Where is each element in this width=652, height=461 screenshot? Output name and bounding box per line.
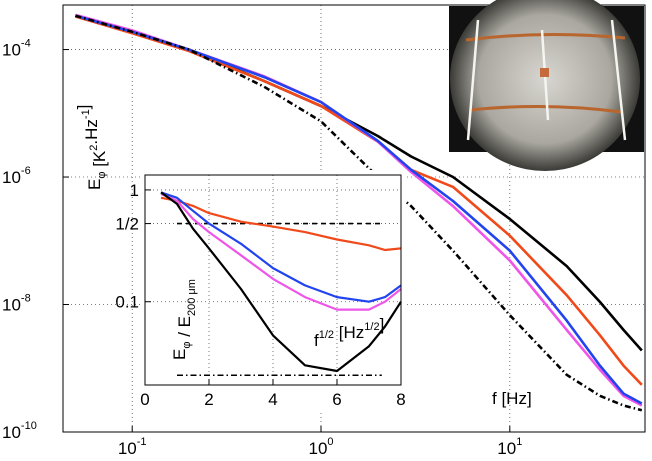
- photo-inset: [449, 0, 644, 171]
- label-part: φ: [96, 172, 108, 179]
- label-part: f: [314, 331, 319, 350]
- y-tick-label: 10-10: [2, 420, 37, 442]
- tick-exp: -4: [21, 38, 31, 50]
- label-part: ]: [74, 105, 93, 110]
- label-part: 1/2: [364, 321, 379, 333]
- label-part: ]: [380, 315, 385, 334]
- tick-base: 10: [118, 439, 137, 458]
- data-line: [75, 14, 643, 405]
- label-part: 2: [88, 145, 100, 151]
- tick-exp: -6: [21, 165, 31, 177]
- x-tick-label: 101: [497, 436, 522, 458]
- tick-value: 1/2: [115, 215, 139, 234]
- tick-base: 10: [2, 423, 21, 442]
- tick-exp: -1: [137, 436, 147, 448]
- tick-value: 4: [268, 390, 277, 409]
- label-part: E: [85, 179, 104, 190]
- y-tick-label: 10-4: [2, 38, 31, 60]
- tick-exp: 0: [327, 436, 333, 448]
- tick-value: 0: [140, 390, 149, 409]
- label-part: 1/2: [319, 329, 334, 341]
- x-tick-label: 6: [332, 390, 341, 409]
- y-axis-label: Eφ [K2.Hz-1]: [74, 105, 109, 190]
- tick-base: 10: [308, 439, 327, 458]
- tick-value: 1: [130, 181, 139, 200]
- tick-base: 10: [2, 168, 21, 187]
- label-part: .Hz: [82, 119, 101, 145]
- y-tick-label: 1/2: [115, 215, 139, 234]
- y-tick-label: 1: [130, 181, 139, 200]
- x-tick-label: 100: [308, 436, 333, 458]
- data-line: [75, 14, 643, 412]
- tick-exp: -10: [21, 420, 37, 432]
- tick-base: 10: [2, 41, 21, 60]
- plot-frame: [62, 4, 646, 433]
- y-axis-label: Eφ / E200 μm: [170, 279, 198, 360]
- label-part: [K: [90, 150, 109, 171]
- plot-frame: [144, 174, 402, 386]
- tick-value: 6: [332, 390, 341, 409]
- label-part: 200 μm: [186, 279, 198, 316]
- tick-base: 10: [497, 439, 516, 458]
- tick-value: 8: [396, 390, 405, 409]
- y-tick-label: 10-8: [2, 293, 31, 315]
- x-axis-label: f [Hz]: [492, 389, 532, 408]
- x-tick-label: 4: [268, 390, 277, 409]
- label-part: f [Hz]: [492, 389, 532, 408]
- data-line: [160, 191, 402, 373]
- label-part: E: [170, 349, 189, 360]
- label-part: [Hz: [334, 323, 364, 342]
- data-line: [160, 196, 402, 252]
- label-part: φ: [181, 342, 193, 349]
- tick-exp: -8: [21, 293, 31, 305]
- tick-exp: 1: [516, 436, 522, 448]
- y-tick-label: 10-6: [2, 165, 31, 187]
- x-tick-label: 10-1: [118, 436, 147, 458]
- tick-value: 0.1: [115, 293, 139, 312]
- y-tick-label: 0.1: [115, 293, 139, 312]
- x-tick-label: 8: [396, 390, 405, 409]
- x-tick-label: 0: [140, 390, 149, 409]
- tick-value: 2: [204, 390, 213, 409]
- x-tick-label: 2: [204, 390, 213, 409]
- label-part: -1: [80, 109, 92, 119]
- label-part: / E: [175, 316, 194, 342]
- data-line: [160, 192, 402, 311]
- data-line: [160, 191, 402, 303]
- tick-base: 10: [2, 296, 21, 315]
- x-axis-label: f1/2 [Hz1/2]: [314, 315, 384, 350]
